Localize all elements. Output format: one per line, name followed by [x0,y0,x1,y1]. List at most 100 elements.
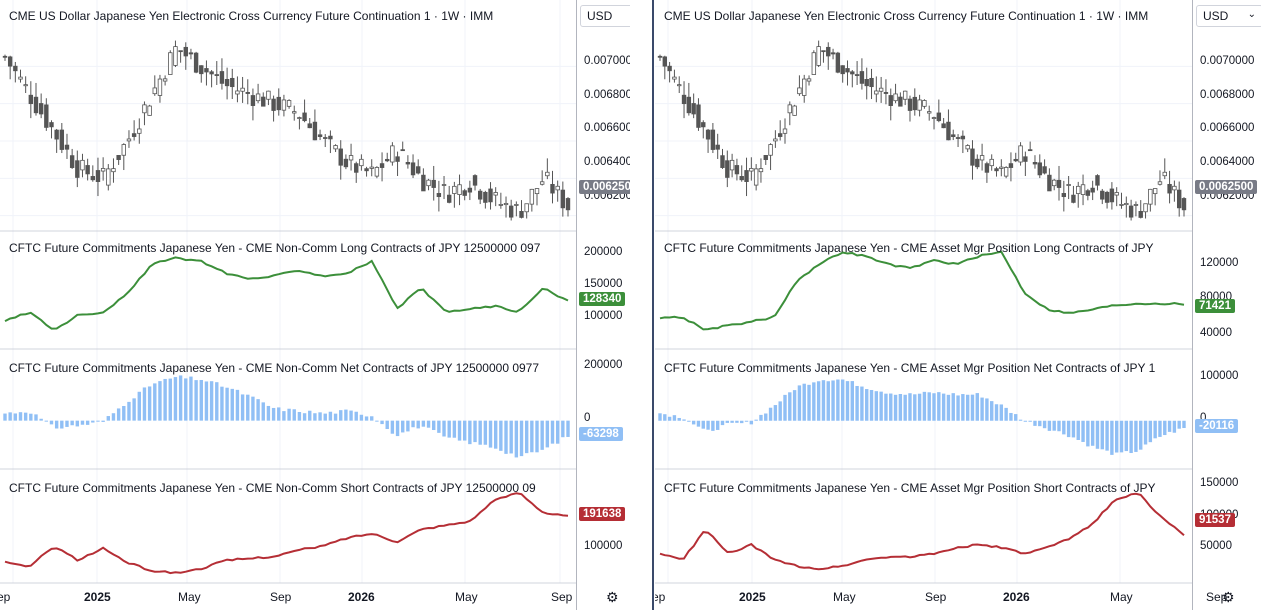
candle-body [927,111,932,114]
net-bar [990,401,994,421]
left-currency-select[interactable]: USD⌄ [580,5,630,27]
candle-body [984,163,990,173]
right-settings-gear-icon[interactable]: ⚙ [1222,589,1235,605]
net-bar [318,412,322,421]
candle-body [328,135,333,140]
right-plot-svg[interactable] [655,0,1261,610]
net-bar [1062,420,1066,435]
net-bar [251,396,255,421]
candle-body [333,145,338,150]
left-short-tick: 100000 [584,540,623,552]
right-currency-select[interactable]: USD ⌄ [1196,5,1261,27]
chart-right[interactable]: CME US Dollar Japanese Yen Electronic Cr… [655,0,1261,610]
candle-body [297,117,302,119]
candle-body [1066,184,1071,186]
candle-body [147,105,152,116]
left-net-tick: 0 [584,412,591,424]
net-bar [985,398,989,421]
net-bar [473,420,477,443]
left-short-line [4,492,569,575]
left-price-axis[interactable]: USD⌄ 0.0070000 0.0068000 0.0066000 0.0064000… [576,0,630,610]
right-short-line [659,492,1185,571]
candle-body [1047,174,1052,192]
candle-body [219,71,225,84]
candle-body [763,155,768,160]
left-price-tick: 0.0068000 [584,89,630,101]
candle-body [701,122,706,128]
candle-body [878,87,884,92]
net-bar [850,381,854,421]
net-bar [401,420,405,433]
candle-body [782,128,788,134]
left-settings-gear-icon[interactable]: ⚙ [606,589,619,605]
net-bar [845,381,850,421]
candle-body [545,171,550,177]
candle-body [80,159,85,171]
net-bar [836,379,840,421]
right-price-axis[interactable]: USD ⌄ 0.0070000 0.0068000 0.0066000 0.0064000… [1192,0,1261,610]
net-bar [797,385,802,421]
candle-body [503,202,509,206]
candle-body [271,98,276,111]
net-bar [917,393,922,421]
right-net-title: CFTC Future Commitments Japanese Yen - C… [664,361,1156,375]
candle-body [162,78,168,82]
candle-body [560,189,566,209]
candle-body [214,74,219,76]
candle-body [431,179,436,188]
candle-body [18,76,23,80]
net-bar [937,392,941,421]
right-x-label: May [1110,590,1133,604]
candle-body [555,185,560,191]
net-bar [153,383,157,421]
net-bar [1071,420,1076,438]
candle-body [725,160,730,178]
candle-body [1143,203,1148,213]
net-bar [158,381,162,421]
net-bar [768,407,773,421]
net-bar [96,420,100,422]
candle-body [797,87,802,95]
candle-body [994,168,999,172]
net-bar [302,413,307,421]
right-short-tick: 50000 [1200,540,1232,552]
candle-body [338,148,343,166]
candle-body [1172,185,1177,191]
net-bar [744,420,749,422]
candle-body [1138,210,1143,218]
candle-body [421,174,426,192]
net-bar [375,420,379,422]
net-bar [1153,420,1157,439]
candle-body [888,95,893,106]
candle-body [830,52,836,55]
net-bar [1119,420,1124,453]
candle-body [970,148,975,166]
net-bar [246,394,250,421]
left-x-label: 2025 [84,590,111,604]
net-bar [677,417,681,421]
right-short-tick: 150000 [1200,477,1239,489]
chart-left[interactable]: CME US Dollar Japanese Yen Electronic Cr… [0,0,630,610]
candle-body [1095,175,1100,186]
net-bar [1047,420,1052,431]
net-bar [566,420,570,437]
candle-body [54,129,59,140]
net-bar [178,375,183,421]
net-bar [199,379,203,421]
net-bar [1172,420,1177,433]
right-net-last: -20116 [1195,419,1239,433]
left-price-tick: 0.0070000 [584,55,630,67]
net-bar [1177,420,1181,429]
currency-label: USD [1203,9,1229,23]
left-plot-svg[interactable] [0,0,630,610]
net-bar [437,420,441,433]
chart-divider[interactable] [652,0,654,610]
net-bar [696,420,701,427]
candle-body [1148,188,1153,205]
net-bar [44,420,49,422]
candle-body [447,194,452,203]
candle-body [802,78,807,96]
net-bar [840,379,845,421]
candle-body [441,184,447,186]
net-bar [927,392,931,421]
